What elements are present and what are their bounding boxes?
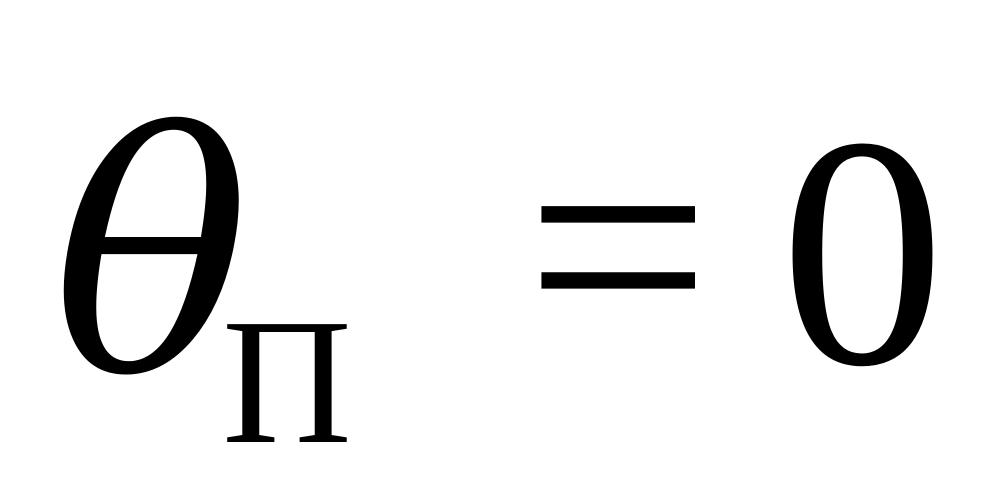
- theta-symbol: θ: [52, 65, 251, 449]
- value: 0: [780, 70, 945, 435]
- equals-sign: =: [525, 64, 712, 429]
- subscript: П: [222, 282, 352, 481]
